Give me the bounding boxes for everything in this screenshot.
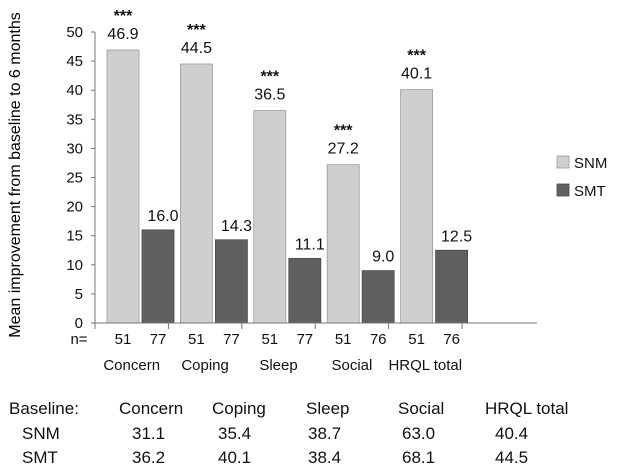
y-tick-label: 0 — [75, 315, 83, 332]
baseline-cell: 40.4 — [495, 424, 529, 443]
value-label-snm: 36.5 — [254, 87, 285, 104]
n-value: 76 — [370, 331, 387, 348]
legend: SNM SMT — [556, 155, 607, 200]
significance-marker: *** — [407, 48, 426, 65]
y-tick-label: 40 — [66, 82, 83, 99]
significance-marker: *** — [260, 69, 279, 86]
legend-label: SMT — [574, 183, 606, 200]
n-value: 77 — [223, 331, 240, 348]
baseline-row-label: SNM — [22, 424, 60, 443]
baseline-cell: 31.1 — [132, 424, 166, 443]
bar-snm — [253, 110, 287, 324]
bar-snm — [179, 63, 213, 324]
n-value: 51 — [188, 331, 205, 348]
y-tick-label: 50 — [66, 24, 83, 41]
bar-smt — [288, 257, 322, 324]
value-label-smt: 14.3 — [221, 218, 252, 235]
bar-smt — [435, 249, 469, 324]
baseline-table: Baseline: Concern Coping Sleep Social HR… — [0, 392, 626, 470]
value-label-snm: 46.9 — [107, 26, 138, 43]
bars — [106, 49, 469, 324]
value-label-snm: 44.5 — [181, 40, 212, 57]
baseline-row-label: SMT — [22, 448, 58, 467]
n-value: 51 — [261, 331, 278, 348]
category-label: Sleep — [259, 357, 297, 374]
baseline-column-header: Sleep — [306, 399, 350, 418]
value-label-smt: 12.5 — [441, 228, 472, 245]
y-tick-label: 25 — [66, 170, 83, 187]
legend-swatch — [556, 183, 570, 197]
y-tick-label: 35 — [66, 111, 83, 128]
n-value: 51 — [335, 331, 352, 348]
value-label-smt: 16.0 — [147, 208, 178, 225]
bar-snm — [400, 89, 434, 324]
baseline-column-header: Coping — [212, 399, 266, 418]
bar-smt — [214, 239, 248, 324]
value-label-snm: 40.1 — [401, 66, 432, 83]
category-label: Coping — [181, 357, 229, 374]
baseline-cell: 38.7 — [308, 424, 342, 443]
n-value: 77 — [296, 331, 313, 348]
bar-smt — [361, 270, 395, 324]
baseline-cell: 40.1 — [218, 448, 252, 467]
baseline-row: SNM 31.1 35.4 38.7 63.0 40.4 — [0, 422, 626, 446]
y-tick-label: 30 — [66, 140, 83, 157]
baseline-cell: 44.5 — [495, 448, 529, 467]
bar-snm — [326, 164, 360, 324]
y-tick-label: 45 — [66, 53, 83, 70]
baseline-cell: 35.4 — [218, 424, 252, 443]
value-labels: 46.916.0***44.514.3***36.511.1***27.29.0… — [107, 8, 472, 266]
baseline-header-row: Baseline: Concern Coping Sleep Social HR… — [0, 397, 626, 421]
y-axis: 0 5 10 15 20 25 30 35 40 45 50 — [66, 24, 96, 332]
baseline-column-header: Concern — [119, 399, 184, 418]
n-value: 51 — [115, 331, 132, 348]
bar-chart: 0 5 10 15 20 25 30 35 40 45 50 Mean improvement fr… — [7, 8, 607, 374]
baseline-row: SMT 36.2 40.1 38.4 68.1 44.5 — [0, 446, 626, 470]
y-tick-label: 5 — [75, 286, 83, 303]
x-axis: n= 51 77 Concern 51 77 Coping 51 77 Sleep 51 76 Soci… — [70, 322, 537, 374]
legend-label: SNM — [574, 155, 607, 172]
baseline-cell: 68.1 — [402, 448, 436, 467]
y-tick-label: 20 — [66, 199, 83, 216]
significance-marker: *** — [114, 8, 133, 25]
bar-snm — [106, 49, 140, 324]
n-label: n= — [70, 331, 87, 348]
category-label: Concern — [103, 357, 160, 374]
bar-smt — [141, 229, 175, 324]
y-tick-label: 15 — [66, 228, 83, 245]
n-value: 77 — [150, 331, 167, 348]
y-tick-label: 10 — [66, 257, 83, 274]
baseline-label: Baseline: — [9, 399, 79, 418]
value-label-smt: 11.1 — [295, 236, 325, 253]
baseline-cell: 63.0 — [402, 424, 436, 443]
baseline-column-header: HRQL total — [485, 399, 569, 418]
n-value: 51 — [408, 331, 425, 348]
value-label-smt: 9.0 — [372, 249, 394, 266]
category-label: Social — [331, 357, 372, 374]
value-label-snm: 27.2 — [328, 141, 359, 158]
n-value: 76 — [443, 331, 460, 348]
category-label: HRQL total — [388, 357, 462, 374]
significance-marker: *** — [187, 22, 206, 39]
baseline-cell: 36.2 — [132, 448, 166, 467]
baseline-column-header: Social — [398, 399, 445, 418]
legend-swatch — [556, 155, 570, 169]
significance-marker: *** — [334, 123, 353, 140]
y-axis-label: Mean improvement from baseline to 6 mont… — [7, 12, 24, 337]
baseline-cell: 38.4 — [308, 448, 342, 467]
